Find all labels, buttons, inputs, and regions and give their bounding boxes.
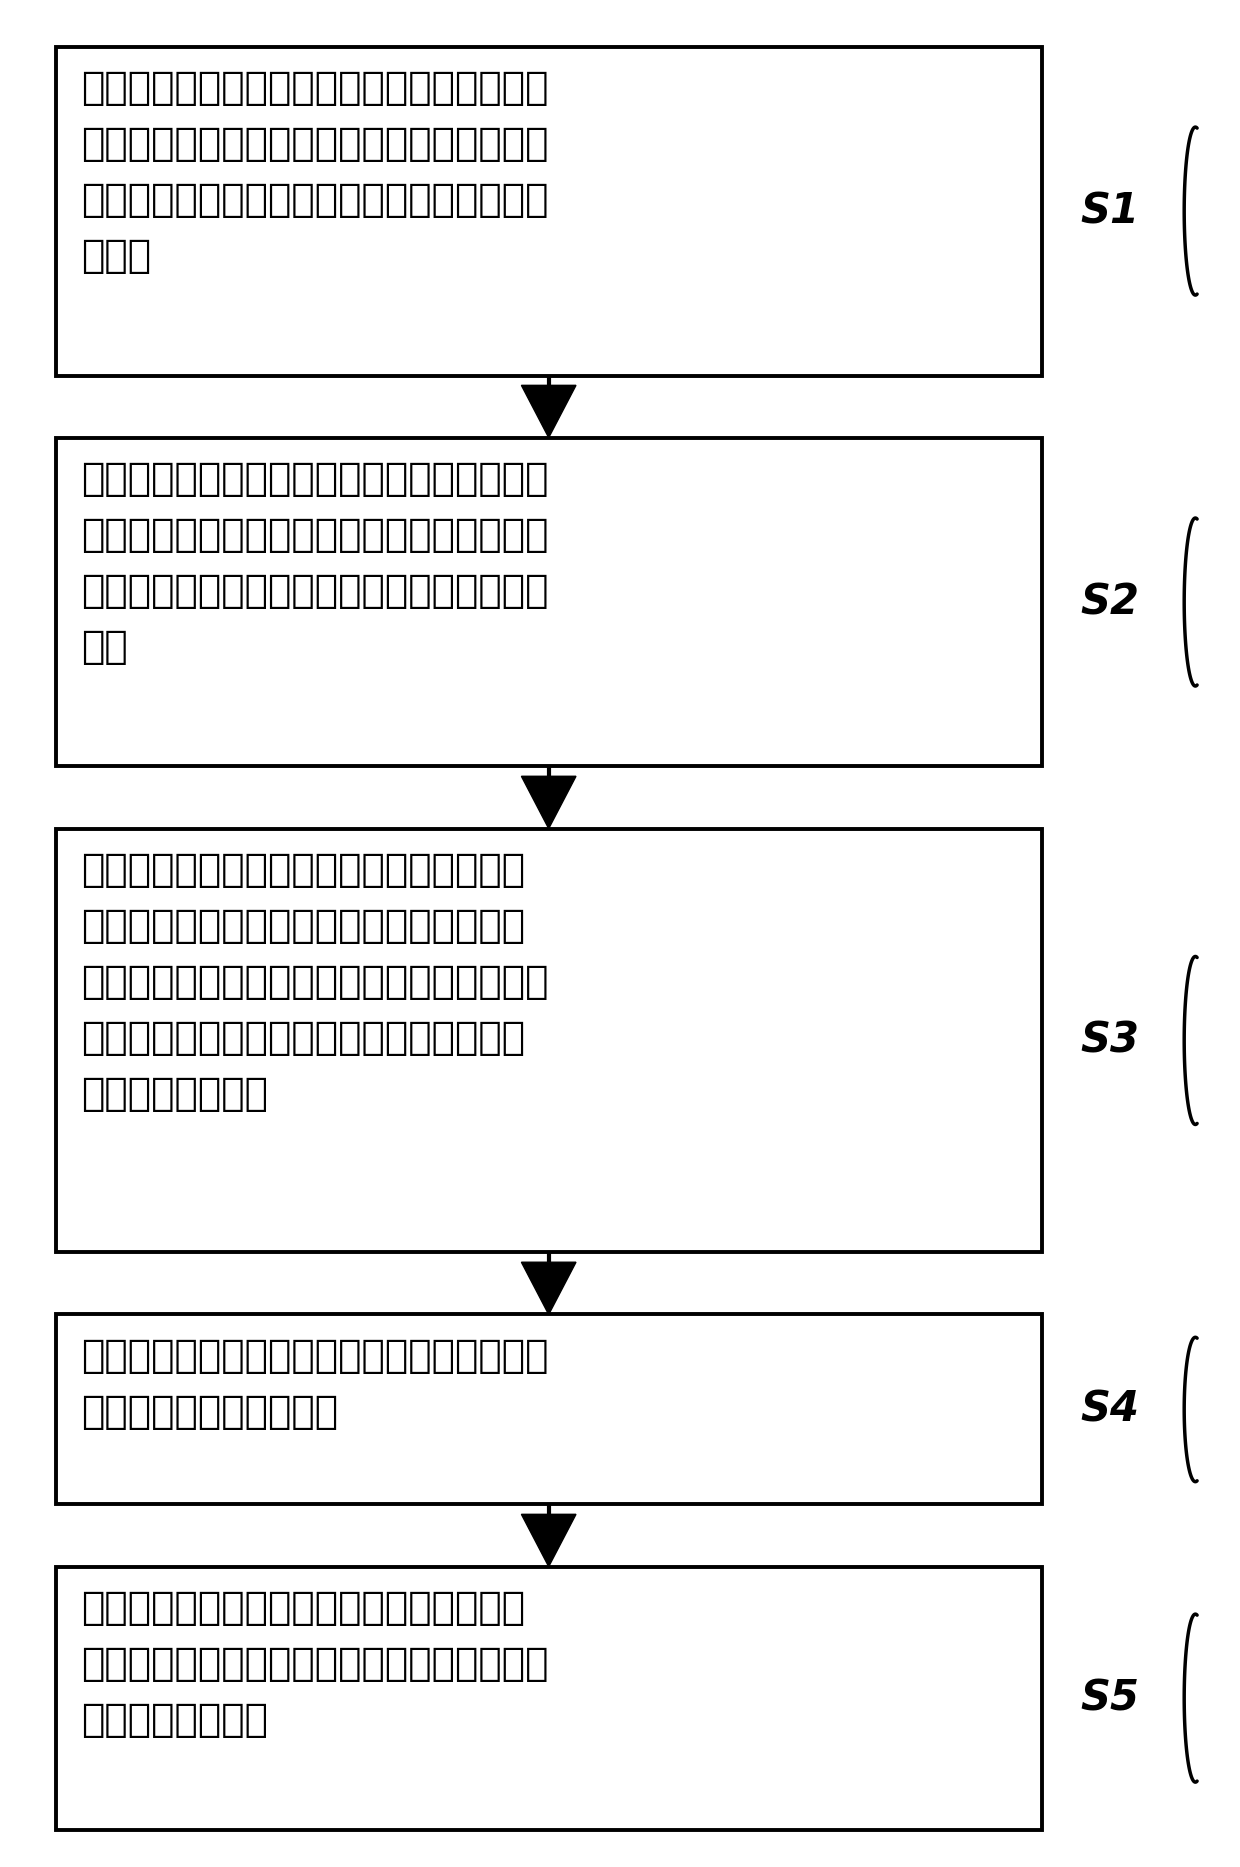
Text: 准备第二线圈，所述第二线圈具有第二螺旋迹
线，所述第二螺旋迹线的各绕组之间留有第二
间距，所述第二线圈包括第二内端部和第二外
端部: 准备第二线圈，所述第二线圈具有第二螺旋迹 线，所述第二螺旋迹线的各绕组之间留有第… xyxy=(81,459,548,667)
Bar xyxy=(56,437,1042,767)
Text: 利用连接线将第一线圈的第一内端部与第二线
圈的第二外端部相连接；: 利用连接线将第一线圈的第一内端部与第二线 圈的第二外端部相连接； xyxy=(81,1337,548,1430)
Bar xyxy=(56,47,1042,375)
Text: S3: S3 xyxy=(1080,1019,1140,1062)
Text: 对组装后的第一线圈和第二线圈进行覆膜操
作，在双线圈的充电线圈任意一侧或者两侧覆
上带粘性的承载膜: 对组装后的第一线圈和第二线圈进行覆膜操 作，在双线圈的充电线圈任意一侧或者两侧覆… xyxy=(81,1589,548,1738)
Text: S5: S5 xyxy=(1080,1677,1140,1720)
Bar xyxy=(56,1566,1042,1830)
Text: S1: S1 xyxy=(1080,190,1140,232)
Bar xyxy=(56,829,1042,1253)
Polygon shape xyxy=(521,385,575,437)
Text: S2: S2 xyxy=(1080,581,1140,624)
Polygon shape xyxy=(521,777,575,829)
Polygon shape xyxy=(521,1262,575,1314)
Bar xyxy=(56,1314,1042,1505)
Text: S4: S4 xyxy=(1080,1389,1140,1430)
Text: 准备第一线圈，所述第一线圈具有第一螺旋迹
线，所述第一螺旋迹线的各绕组之间留有第一
间距，所述第一线圈包括第一内端部和第一外
端部；: 准备第一线圈，所述第一线圈具有第一螺旋迹 线，所述第一螺旋迹线的各绕组之间留有第… xyxy=(81,69,548,274)
Text: 将第一线圈和第二线圈进行组装操作，将第
一线圈定位在所述第二线圈的所述第二间距
内，并且所述第二线圈被定位在所述第一线圈
的所述第一间距内，使第一线圈和第二线圈: 将第一线圈和第二线圈进行组装操作，将第 一线圈定位在所述第二线圈的所述第二间距 … xyxy=(81,851,548,1113)
Polygon shape xyxy=(521,1514,575,1566)
